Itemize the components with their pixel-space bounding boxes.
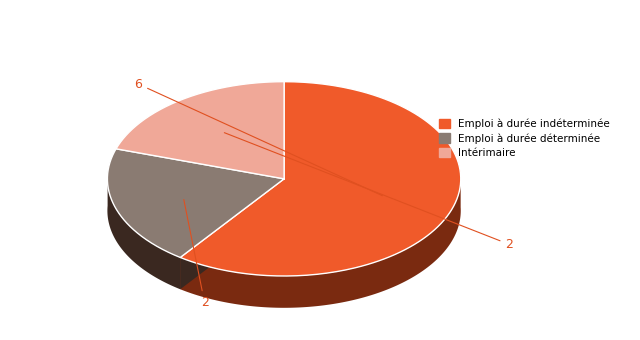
Polygon shape: [180, 179, 284, 289]
Legend: Emploi à durée indéterminée, Emploi à durée déterminée, Intérimaire: Emploi à durée indéterminée, Emploi à du…: [439, 118, 610, 158]
Text: 2: 2: [184, 200, 209, 309]
Polygon shape: [180, 82, 461, 276]
Polygon shape: [108, 174, 180, 289]
Polygon shape: [116, 82, 284, 179]
Text: 2: 2: [225, 133, 513, 251]
Polygon shape: [180, 179, 284, 289]
Text: 6: 6: [134, 78, 382, 196]
Polygon shape: [108, 149, 284, 257]
Polygon shape: [180, 175, 461, 308]
